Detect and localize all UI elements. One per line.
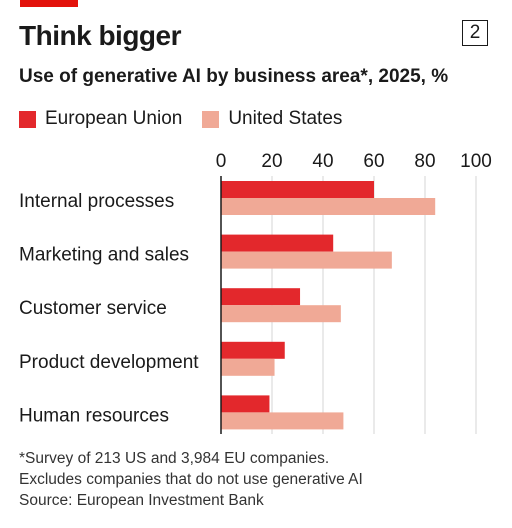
category-label: Marketing and sales bbox=[19, 245, 189, 266]
bar-eu bbox=[221, 288, 301, 306]
legend-item-eu: European Union bbox=[19, 108, 182, 130]
x-tick-label-100: 100 bbox=[460, 151, 492, 172]
x-tick-label-0: 0 bbox=[216, 151, 227, 172]
x-tick-label-60: 60 bbox=[363, 151, 384, 172]
footnote-exclusion: Excludes companies that do not use gener… bbox=[19, 471, 363, 488]
footnotes: *Survey of 213 US and 3,984 EU companies… bbox=[19, 448, 363, 511]
category-label: Product development bbox=[19, 352, 199, 373]
bar-eu bbox=[221, 341, 285, 359]
chart-subtitle: Use of generative AI by business area*, … bbox=[19, 66, 449, 87]
category-label: Customer service bbox=[19, 298, 167, 319]
category-label: Internal processes bbox=[19, 191, 174, 212]
bar-eu bbox=[221, 181, 374, 198]
x-tick-label-20: 20 bbox=[261, 151, 282, 172]
legend-label-us: United States bbox=[228, 108, 343, 129]
legend-item-us: United States bbox=[202, 108, 342, 130]
legend-label-eu: European Union bbox=[45, 108, 183, 129]
x-tick-label-40: 40 bbox=[312, 151, 333, 172]
chart-number-badge: 2 bbox=[462, 20, 488, 46]
x-tick-label-80: 80 bbox=[414, 151, 435, 172]
bar-eu bbox=[221, 234, 334, 252]
brand-bar bbox=[20, 0, 78, 7]
bar-us bbox=[221, 198, 436, 215]
legend-swatch-eu bbox=[19, 110, 36, 128]
bar-us bbox=[221, 251, 392, 269]
category-label: Human resources bbox=[19, 405, 169, 426]
chart-title: Think bigger bbox=[19, 20, 182, 51]
footnote-source: Source: European Investment Bank bbox=[19, 492, 264, 509]
footnote-survey: *Survey of 213 US and 3,984 EU companies… bbox=[19, 450, 330, 467]
legend: European Union United States bbox=[19, 106, 362, 132]
bar-us bbox=[221, 305, 341, 323]
bar-us bbox=[221, 412, 344, 430]
bar-eu bbox=[221, 395, 270, 413]
legend-swatch-us bbox=[202, 110, 220, 128]
bar-us bbox=[221, 358, 275, 376]
